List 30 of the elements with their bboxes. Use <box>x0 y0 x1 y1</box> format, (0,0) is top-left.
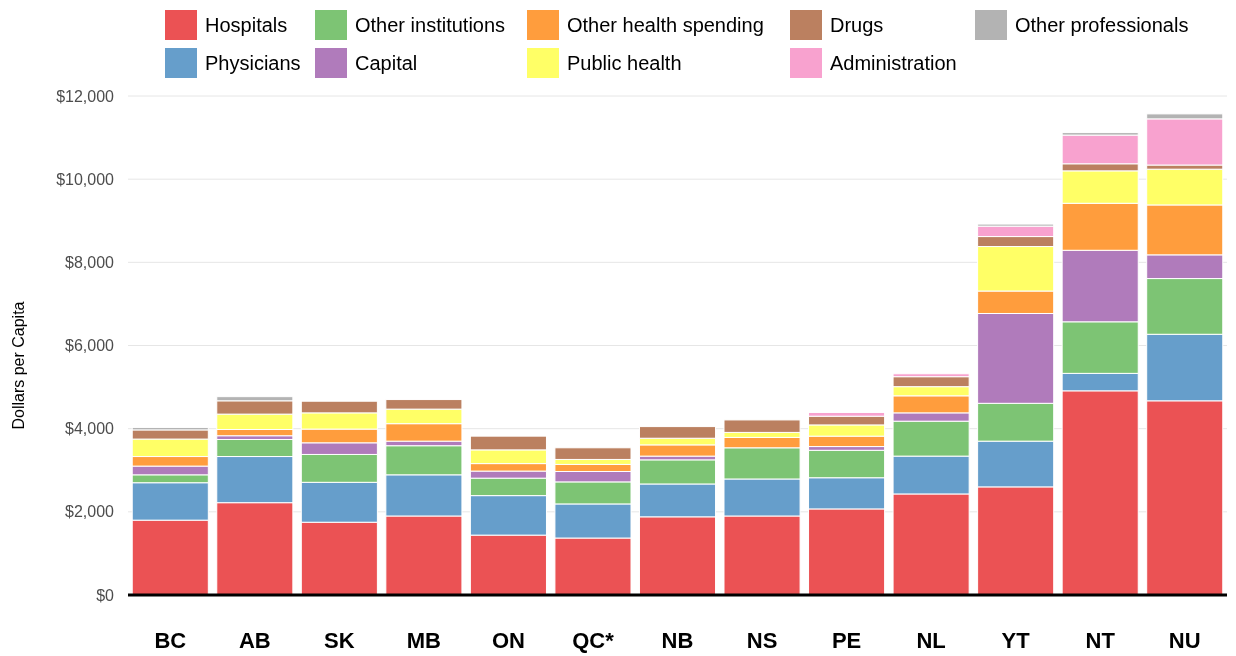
y-tick-label: $12,000 <box>56 87 115 105</box>
x-tick-label: NU <box>1168 628 1201 653</box>
legend-label: Drugs <box>830 14 884 36</box>
x-tick-label: PE <box>831 628 862 653</box>
legend-label: Administration <box>830 52 957 74</box>
legend-label: Other institutions <box>355 14 506 36</box>
x-tick-label: BC <box>154 628 187 653</box>
x-tick-label: NS <box>746 628 778 653</box>
legend-label: Hospitals <box>205 14 288 36</box>
x-tick-label: AB <box>238 628 271 653</box>
x-tick-label: NB <box>661 628 694 653</box>
x-tick-label: NT <box>1085 628 1116 653</box>
y-tick-label: $10,000 <box>56 170 115 188</box>
x-tick-label: MB <box>406 628 441 653</box>
x-tick-label: QC* <box>572 628 615 653</box>
legend-label: Capital <box>355 52 418 74</box>
legend-label: Public health <box>567 52 682 74</box>
x-tick-label: SK <box>324 628 355 653</box>
legend-label: Physicians <box>205 52 301 74</box>
y-tick-label: $6,000 <box>65 337 115 355</box>
x-tick-label: YT <box>1001 628 1031 653</box>
legend-label: Other health spending <box>567 14 764 36</box>
legend-label: Other professionals <box>1015 14 1189 36</box>
y-tick-label: $2,000 <box>65 503 115 521</box>
y-tick-label: $0 <box>96 586 115 604</box>
y-axis-title: Dollars per Capita <box>10 301 27 430</box>
x-tick-label: ON <box>491 628 525 653</box>
x-tick-label: NL <box>916 628 946 653</box>
y-tick-label: $4,000 <box>65 420 115 438</box>
y-tick-label: $8,000 <box>65 253 115 271</box>
